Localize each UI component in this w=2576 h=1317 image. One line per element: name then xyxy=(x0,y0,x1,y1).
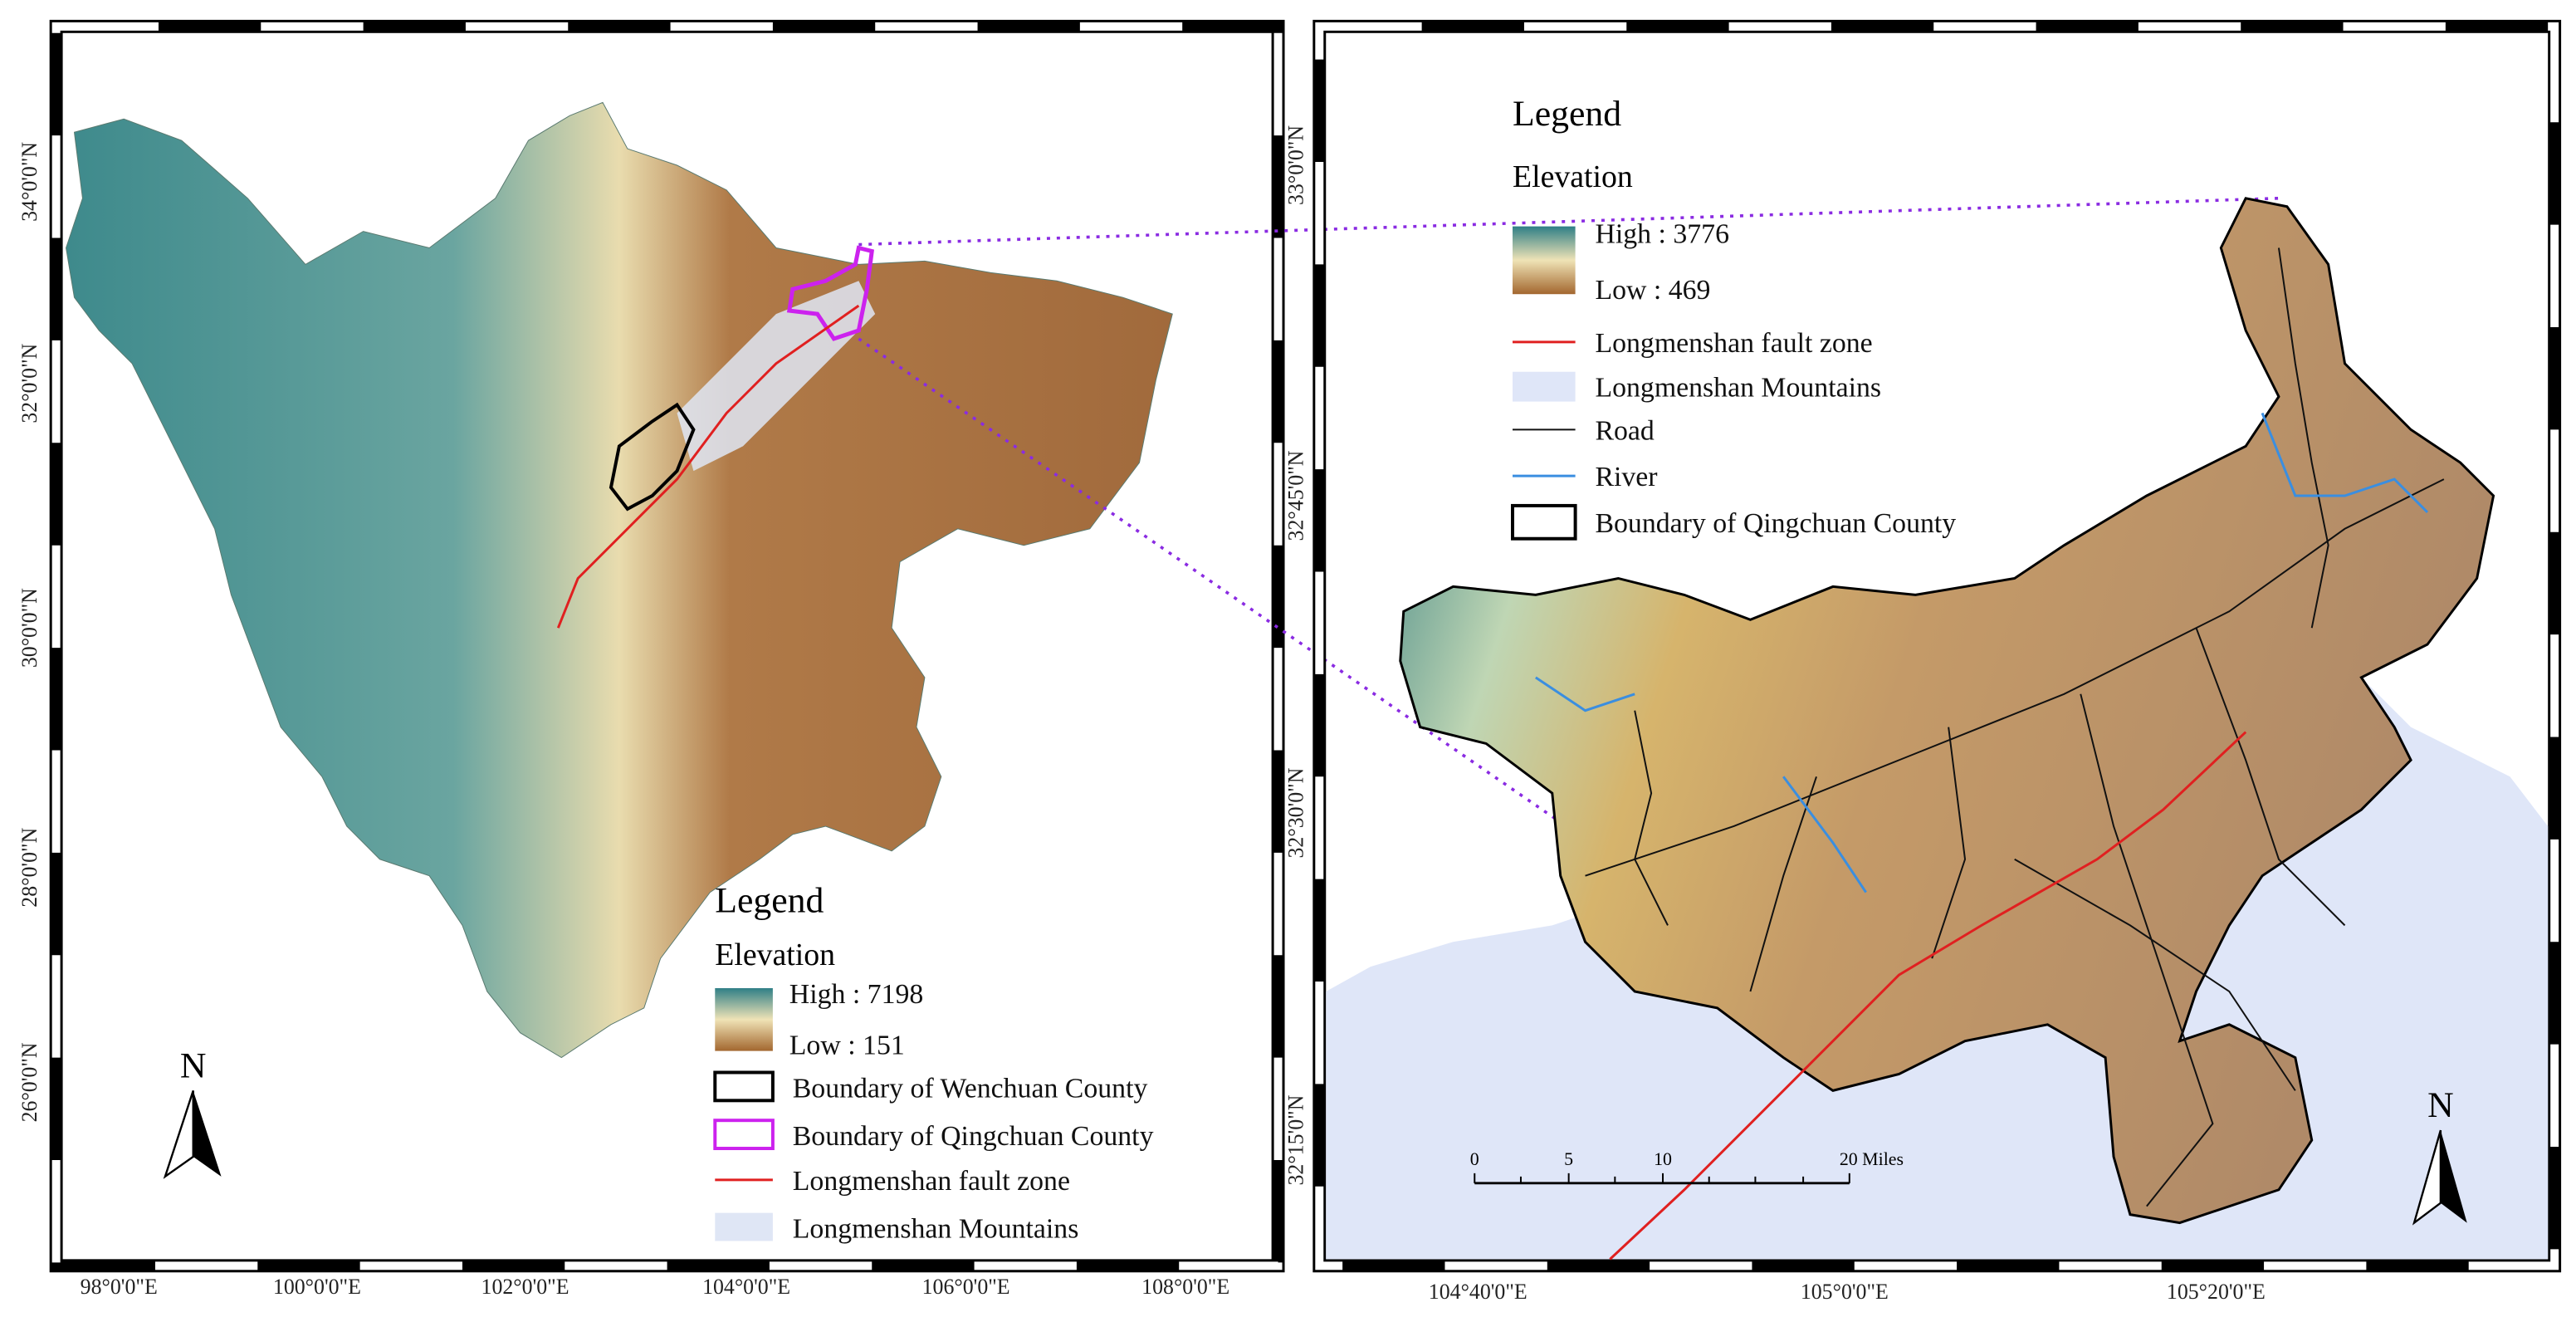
lat-label: 28°0'0"N xyxy=(17,827,42,907)
lon-label: 102°0'0"E xyxy=(481,1275,569,1299)
legend-symbol xyxy=(1511,503,1577,541)
qingchuan-boundary xyxy=(786,245,874,341)
right-map: 33°0'0"N 32°45'0"N 32°30'0"N 32°15'0"N 1… xyxy=(1283,19,2562,1304)
legend-low: Low : 151 xyxy=(789,1031,905,1061)
lon-label: 105°20'0"E xyxy=(2167,1280,2266,1304)
scale-label: 20 Miles xyxy=(1840,1149,1904,1169)
map-frame-ticks xyxy=(1315,22,2559,1270)
legend-item: Boundary of Qingchuan County xyxy=(793,1121,1154,1152)
legend-item: River xyxy=(1595,462,1657,492)
legend-high: High : 3776 xyxy=(1595,219,1729,250)
legend-item: Road xyxy=(1595,415,1654,446)
scale-label: 0 xyxy=(1470,1149,1479,1169)
elevation-swatch xyxy=(1513,226,1576,295)
north-label: N xyxy=(2427,1085,2454,1125)
lon-label: 100°0'0"E xyxy=(273,1275,361,1299)
scale-label: 5 xyxy=(1564,1149,1573,1169)
qingchuan-elevation xyxy=(1399,197,2495,1225)
legend-symbol xyxy=(715,1212,773,1241)
legend-item: Longmenshan Mountains xyxy=(1595,373,1881,404)
roads xyxy=(1585,247,2445,1207)
north-label: N xyxy=(180,1045,207,1085)
elevation-swatch xyxy=(715,987,773,1051)
lat-label: 33°0'0"N xyxy=(1283,125,1308,205)
fault-line xyxy=(556,304,860,629)
lat-label: 32°15'0"N xyxy=(1283,1094,1308,1185)
connector xyxy=(858,337,2148,1228)
legend-title: Legend xyxy=(715,880,824,920)
legend-item: Boundary of Qingchuan County xyxy=(1595,508,1956,539)
legend: Legend Elevation High : 7198 Low : 151 B… xyxy=(713,880,1154,1244)
left-map: 34°0'0"N 32°0'0"N 30°0'0"N 28°0'0"N 26°0… xyxy=(17,19,2280,1299)
legend-item: Longmenshan fault zone xyxy=(1595,328,1872,359)
legend-symbol xyxy=(713,1070,775,1103)
legend-item: Longmenshan fault zone xyxy=(793,1166,1070,1197)
lon-label: 98°0'0"E xyxy=(81,1275,158,1299)
legend-title: Legend xyxy=(1513,94,1621,134)
lon-label: 104°40'0"E xyxy=(1429,1280,1528,1304)
north-arrow: N xyxy=(163,1045,222,1179)
lon-label: 104°0'0"E xyxy=(702,1275,790,1299)
legend-subtitle: Elevation xyxy=(1513,159,1633,194)
legend-item: Boundary of Wenchuan County xyxy=(793,1073,1148,1104)
lat-label: 30°0'0"N xyxy=(17,588,42,668)
lat-label: 26°0'0"N xyxy=(17,1042,42,1122)
lon-label: 105°0'0"E xyxy=(1801,1280,1889,1304)
lon-label: 106°0'0"E xyxy=(922,1275,1010,1299)
rivers xyxy=(1535,412,2429,894)
fault-line xyxy=(1609,731,2247,1261)
legend-item: Longmenshan Mountains xyxy=(793,1213,1079,1244)
sichuan-elevation xyxy=(66,101,1173,1059)
legend-high: High : 7198 xyxy=(789,979,924,1010)
lat-label: 34°0'0"N xyxy=(17,142,42,222)
legend-subtitle: Elevation xyxy=(715,938,835,972)
lat-label: 32°0'0"N xyxy=(17,343,42,423)
legend-symbol xyxy=(713,1119,775,1151)
lat-label: 32°30'0"N xyxy=(1283,767,1308,858)
scale-label: 10 xyxy=(1654,1149,1672,1169)
lon-label: 108°0'0"E xyxy=(1141,1275,1229,1299)
lat-label: 32°45'0"N xyxy=(1283,450,1308,541)
scale-bar: 0 5 10 20 Miles xyxy=(1470,1149,1904,1185)
north-arrow: N xyxy=(2412,1085,2467,1226)
legend-low: Low : 469 xyxy=(1595,275,1710,306)
legend: Legend Elevation High : 3776 Low : 469 L… xyxy=(1511,94,1956,541)
map-frame-ticks xyxy=(51,22,1283,1270)
legend-symbol xyxy=(1513,371,1576,402)
wenchuan-boundary xyxy=(609,402,696,512)
